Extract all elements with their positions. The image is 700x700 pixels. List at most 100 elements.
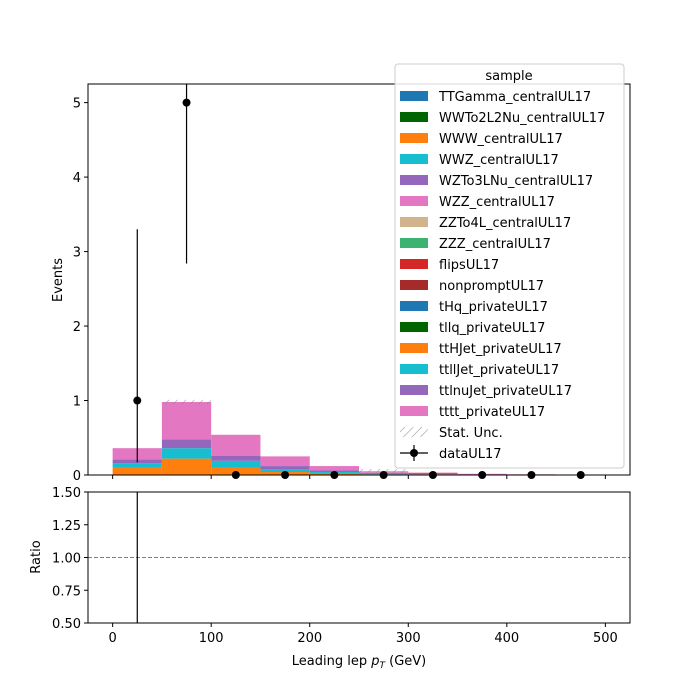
main-x-ticks	[112, 475, 606, 479]
legend-entry-11: tllq_privateUL17	[400, 321, 545, 336]
legend-label-15: tttt_privateUL17	[439, 405, 545, 420]
bar-s3-b1	[161, 402, 212, 440]
ratio-xtick-label-1: 100	[199, 631, 224, 646]
legend-entry-2: WWW_centralUL17	[400, 132, 563, 147]
ratio-xtick-label-3: 300	[396, 631, 421, 646]
main-y-axis-label: Events	[51, 258, 66, 302]
legend-swatch-9	[400, 280, 428, 290]
legend-swatch-11	[400, 322, 428, 332]
legend-entry-8: flipsUL17	[400, 258, 499, 273]
legend-swatch-2	[400, 133, 428, 143]
main-axes-frame	[87, 83, 631, 476]
legend-swatch-7	[400, 238, 428, 248]
legend-label-8: flipsUL17	[439, 258, 499, 273]
ratio-xtick-label-5: 500	[593, 631, 618, 646]
ratio-xtick-label-2: 200	[297, 631, 322, 646]
legend-label-10: tHq_privateUL17	[439, 300, 548, 315]
legend-entries: TTGamma_centralUL17 WWTo2L2Nu_centralUL17…	[400, 90, 605, 462]
legend-label-1: WWTo2L2Nu_centralUL17	[439, 111, 605, 126]
ratio-ytick-label-3: 1.25	[52, 519, 81, 534]
legend-label-14: ttlnuJet_privateUL17	[439, 384, 572, 399]
legend-label-7: ZZZ_centralUL17	[439, 237, 551, 252]
legend-label-13: ttllJet_privateUL17	[439, 363, 559, 378]
main-ytick-label-0: 0	[73, 469, 81, 484]
legend-entry-1: WWTo2L2Nu_centralUL17	[400, 111, 605, 126]
ratio-y-axis-label: Ratio	[29, 540, 44, 573]
data-point-0	[133, 396, 142, 405]
bar-s3-b3	[260, 456, 310, 467]
legend-entry-9: nonpromptUL17	[400, 279, 544, 294]
legend-entry-17: dataUL17	[400, 445, 502, 462]
bar-s2-b1	[161, 439, 212, 449]
bar-s1-b0	[112, 463, 162, 468]
legend-swatch-10	[400, 301, 428, 311]
legend-label-5: WZZ_centralUL17	[439, 195, 555, 210]
legend-label-11: tllq_privateUL17	[439, 321, 545, 336]
legend-entry-6: ZZTo4L_centralUL17	[400, 216, 571, 231]
legend-entry-4: WZTo3LNu_centralUL17	[400, 174, 593, 189]
ratio-ytick-label-2: 1.00	[52, 552, 81, 567]
bar-s2-b3	[260, 466, 310, 470]
ratio-y-ticks: 0.50 0.75 1.00 1.25 1.50	[52, 486, 88, 632]
legend-entry-0: TTGamma_centralUL17	[400, 90, 591, 105]
legend-marker-17	[410, 449, 418, 457]
bar-s3-b2	[211, 434, 261, 456]
legend-entry-14: ttlnuJet_privateUL17	[400, 384, 572, 399]
bar-s1-b1	[161, 448, 212, 459]
legend-swatch-5	[400, 196, 428, 206]
ratio-ytick-label-0: 0.50	[52, 617, 81, 632]
legend-entry-13: ttllJet_privateUL17	[400, 363, 559, 378]
legend-swatch-14	[400, 385, 428, 395]
legend-label-6: ZZTo4L_centralUL17	[439, 216, 571, 231]
legend-entry-16: Stat. Unc.	[400, 426, 503, 441]
legend-swatch-12	[400, 343, 428, 353]
bar-s1-b3	[260, 469, 310, 473]
legend-swatch-15	[400, 406, 428, 416]
ratio-x-ticks: 0 100 200 300 400 500	[108, 623, 618, 646]
legend-label-2: WWW_centralUL17	[439, 132, 563, 147]
legend: sample TTGamma_centralUL17 WWTo2L2Nu_cent…	[394, 63, 625, 469]
stat-unc-b1	[161, 399, 212, 405]
ratio-ytick-label-4: 1.50	[52, 486, 81, 501]
ratio-xtick-label-4: 400	[494, 631, 519, 646]
x-axis-label: Leading lep pT (GeV)	[292, 654, 426, 671]
ratio-xtick-label-0: 0	[108, 631, 116, 646]
main-panel: 0 1 2 3 4 5 Events	[51, 83, 631, 484]
legend-box	[394, 63, 625, 469]
legend-swatch-8	[400, 259, 428, 269]
legend-label-3: WWZ_centralUL17	[439, 153, 559, 168]
bar-s0-b1	[161, 458, 212, 475]
data-point-1	[182, 98, 191, 107]
legend-entry-15: tttt_privateUL17	[400, 405, 545, 420]
main-ytick-label-3: 3	[73, 246, 81, 261]
legend-entry-3: WWZ_centralUL17	[400, 153, 559, 168]
main-ytick-label-1: 1	[73, 395, 81, 410]
main-y-ticks: 0 1 2 3 4 5	[73, 97, 88, 484]
legend-swatch-16	[400, 427, 428, 437]
legend-entry-5: WZZ_centralUL17	[400, 195, 555, 210]
legend-swatch-1	[400, 112, 428, 122]
legend-label-12: ttHJet_privateUL17	[439, 342, 562, 357]
ratio-panel: 0.50 0.75 1.00 1.25 1.50 0 100 200 300 400 500 Ra…	[29, 486, 631, 671]
legend-entry-12: ttHJet_privateUL17	[400, 342, 562, 357]
legend-label-16: Stat. Unc.	[439, 426, 503, 441]
legend-label-9: nonpromptUL17	[439, 279, 544, 294]
bar-s2-b2	[211, 455, 261, 461]
legend-title: sample	[485, 69, 532, 84]
main-ytick-label-4: 4	[73, 171, 81, 186]
legend-label-4: WZTo3LNu_centralUL17	[439, 174, 593, 189]
legend-swatch-4	[400, 175, 428, 185]
bar-s0-b0	[112, 467, 162, 475]
legend-swatch-6	[400, 217, 428, 227]
legend-label-17: dataUL17	[439, 447, 502, 462]
legend-label-0: TTGamma_centralUL17	[438, 90, 591, 105]
main-ytick-label-5: 5	[73, 97, 81, 112]
bar-s1-b2	[211, 460, 261, 468]
bar-s3-b4	[309, 466, 359, 471]
main-ytick-label-2: 2	[73, 320, 81, 335]
legend-swatch-0	[400, 91, 428, 101]
legend-swatch-13	[400, 364, 428, 374]
ratio-ytick-label-1: 0.75	[52, 584, 81, 599]
legend-entry-10: tHq_privateUL17	[400, 300, 548, 315]
